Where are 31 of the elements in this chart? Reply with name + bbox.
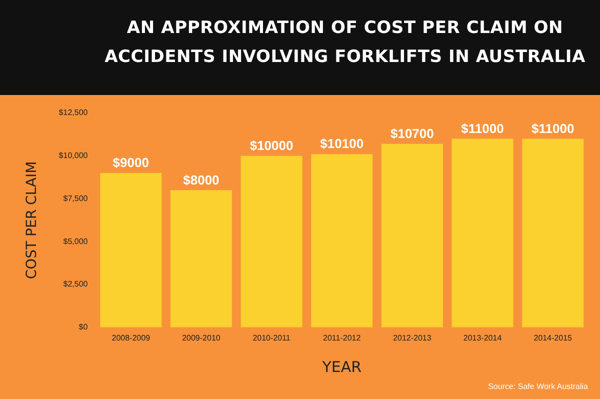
x-tick-label: 2013-2014 <box>463 333 502 342</box>
y-tick-label: $12,500 <box>58 108 88 118</box>
bar <box>311 154 373 328</box>
y-axis-title: COST PER CLAIM <box>24 161 40 280</box>
y-tick-label: $7,500 <box>63 194 88 203</box>
x-tick-label: 2012-2013 <box>393 333 432 342</box>
data-label: $11000 <box>532 120 574 136</box>
bar <box>381 144 443 328</box>
data-label: $10100 <box>320 136 364 152</box>
data-label: $11000 <box>461 120 504 136</box>
data-label: $10000 <box>250 138 294 153</box>
data-label: $8000 <box>183 172 220 188</box>
y-tick-label: $0 <box>78 322 88 332</box>
x-tick-label: 2009-2010 <box>182 333 221 342</box>
y-tick-label: $2,500 <box>63 280 88 289</box>
bar <box>522 138 584 328</box>
y-tick-label: $5,000 <box>63 236 88 246</box>
source-note: Source: Safe Work Australia <box>488 382 588 391</box>
x-tick-label: 2011-2012 <box>323 333 362 342</box>
data-label: $10700 <box>390 126 434 141</box>
x-tick-label: 2010-2011 <box>252 333 291 342</box>
x-axis-title: YEAR <box>321 358 362 376</box>
x-tick-label: 2014-2015 <box>534 333 573 342</box>
data-label: $9000 <box>112 155 149 170</box>
bar <box>170 190 232 328</box>
bar <box>240 156 302 328</box>
bar <box>452 138 514 328</box>
chart-title: AN APPROXIMATION OF COST PER CLAIM ON ACCIDENTS INVOLVING FORKLIFTS IN AUSTRALIA <box>104 17 586 69</box>
bar <box>100 173 162 328</box>
y-tick-label: $10,000 <box>58 151 88 160</box>
x-tick-label: 2008-2009 <box>112 333 151 342</box>
